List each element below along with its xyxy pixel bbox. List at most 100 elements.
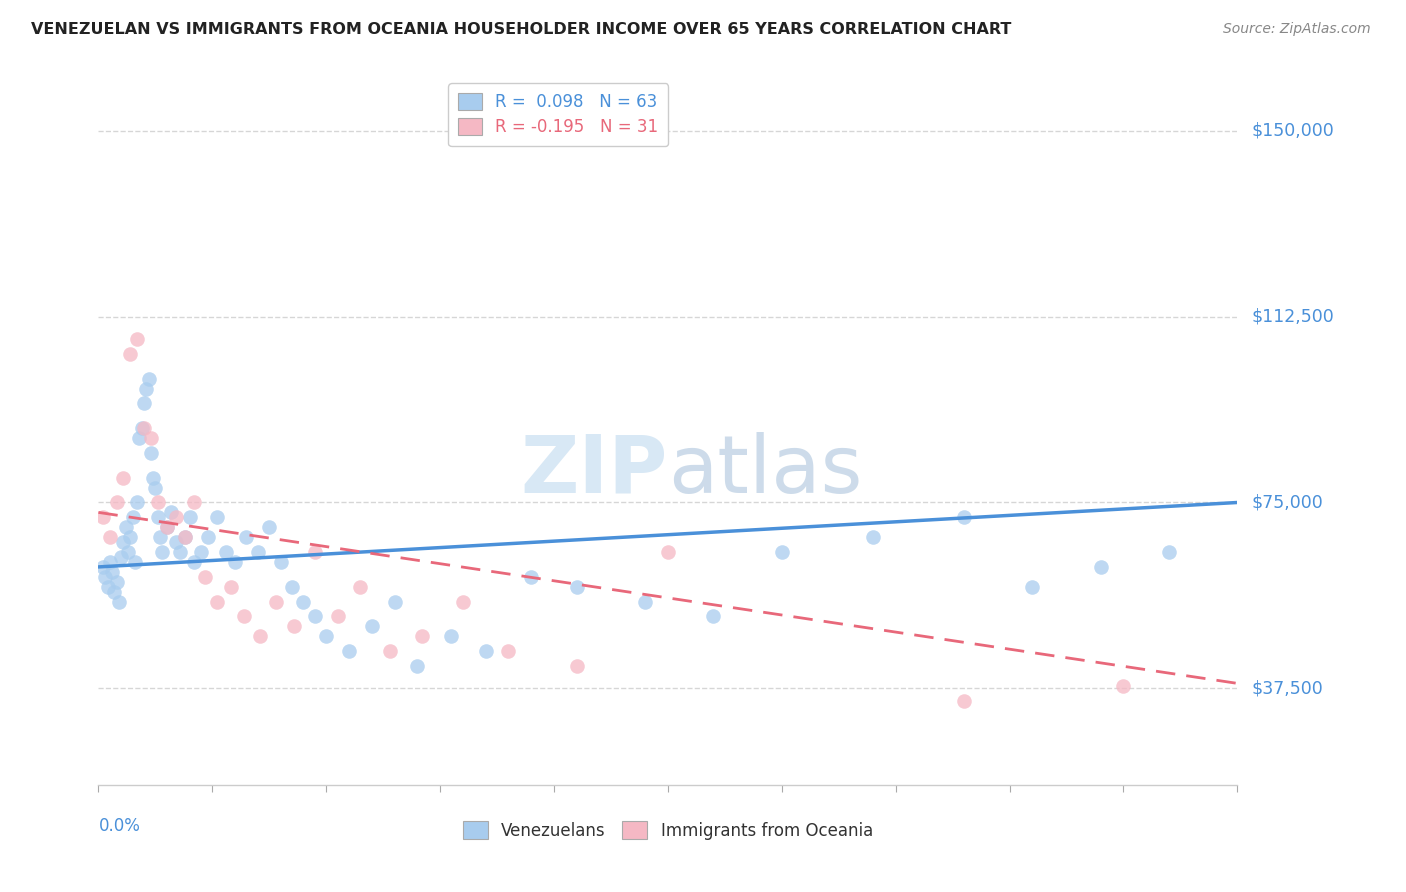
Text: $75,000: $75,000 — [1251, 493, 1323, 511]
Point — [205, 510, 228, 524]
Point — [112, 535, 135, 549]
Point — [1090, 560, 1112, 574]
Point — [132, 396, 155, 410]
Point — [1157, 545, 1180, 559]
Point — [145, 481, 167, 495]
Text: VENEZUELAN VS IMMIGRANTS FROM OCEANIA HOUSEHOLDER INCOME OVER 65 YEARS CORRELATI: VENEZUELAN VS IMMIGRANTS FROM OCEANIA HO… — [31, 22, 1011, 37]
Text: $112,500: $112,500 — [1251, 308, 1334, 326]
Point — [105, 574, 128, 589]
Text: ZIP: ZIP — [520, 432, 668, 510]
Point — [498, 644, 520, 658]
Point — [657, 545, 679, 559]
Point — [565, 580, 588, 594]
Point — [127, 332, 149, 346]
Point — [179, 510, 201, 524]
Point — [190, 545, 212, 559]
Text: $37,500: $37,500 — [1251, 680, 1323, 698]
Point — [91, 510, 114, 524]
Point — [183, 495, 205, 509]
Point — [94, 570, 117, 584]
Point — [384, 594, 406, 608]
Point — [101, 565, 124, 579]
Legend: Venezuelans, Immigrants from Oceania: Venezuelans, Immigrants from Oceania — [454, 814, 882, 848]
Point — [98, 530, 121, 544]
Point — [174, 530, 197, 544]
Point — [349, 580, 371, 594]
Point — [165, 535, 187, 549]
Point — [565, 659, 588, 673]
Point — [146, 495, 169, 509]
Point — [770, 545, 793, 559]
Point — [270, 555, 292, 569]
Point — [112, 471, 135, 485]
Point — [304, 609, 326, 624]
Point — [634, 594, 657, 608]
Point — [283, 619, 305, 633]
Point — [304, 545, 326, 559]
Point — [138, 371, 160, 385]
Point — [292, 594, 315, 608]
Point — [146, 510, 169, 524]
Point — [103, 584, 125, 599]
Point — [520, 570, 543, 584]
Point — [96, 580, 118, 594]
Point — [132, 421, 155, 435]
Text: 0.0%: 0.0% — [98, 817, 141, 835]
Point — [108, 594, 131, 608]
Point — [378, 644, 401, 658]
Point — [205, 594, 228, 608]
Point — [156, 520, 179, 534]
Point — [120, 347, 142, 361]
Point — [215, 545, 238, 559]
Point — [105, 495, 128, 509]
Point — [174, 530, 197, 544]
Point — [246, 545, 269, 559]
Point — [953, 510, 976, 524]
Point — [194, 570, 217, 584]
Point — [224, 555, 246, 569]
Point — [440, 629, 463, 643]
Point — [183, 555, 205, 569]
Point — [117, 545, 139, 559]
Point — [862, 530, 884, 544]
Point — [128, 431, 150, 445]
Point — [120, 530, 142, 544]
Point — [360, 619, 382, 633]
Point — [474, 644, 496, 658]
Point — [160, 505, 183, 519]
Point — [139, 446, 162, 460]
Point — [219, 580, 242, 594]
Point — [233, 609, 256, 624]
Point — [249, 629, 271, 643]
Point — [131, 421, 153, 435]
Point — [451, 594, 474, 608]
Point — [114, 520, 136, 534]
Point — [702, 609, 724, 624]
Point — [156, 520, 179, 534]
Text: Source: ZipAtlas.com: Source: ZipAtlas.com — [1223, 22, 1371, 37]
Point — [142, 471, 165, 485]
Point — [124, 555, 146, 569]
Point — [406, 659, 429, 673]
Point — [121, 510, 143, 524]
Point — [1112, 679, 1135, 693]
Point — [165, 510, 187, 524]
Point — [150, 545, 173, 559]
Point — [337, 644, 360, 658]
Point — [127, 495, 149, 509]
Point — [135, 382, 157, 396]
Point — [264, 594, 287, 608]
Text: atlas: atlas — [668, 432, 862, 510]
Text: $150,000: $150,000 — [1251, 122, 1334, 140]
Point — [1021, 580, 1043, 594]
Point — [139, 431, 162, 445]
Point — [149, 530, 172, 544]
Point — [91, 560, 114, 574]
Point — [98, 555, 121, 569]
Point — [281, 580, 304, 594]
Point — [197, 530, 219, 544]
Point — [953, 694, 976, 708]
Point — [110, 549, 132, 564]
Point — [315, 629, 337, 643]
Point — [235, 530, 257, 544]
